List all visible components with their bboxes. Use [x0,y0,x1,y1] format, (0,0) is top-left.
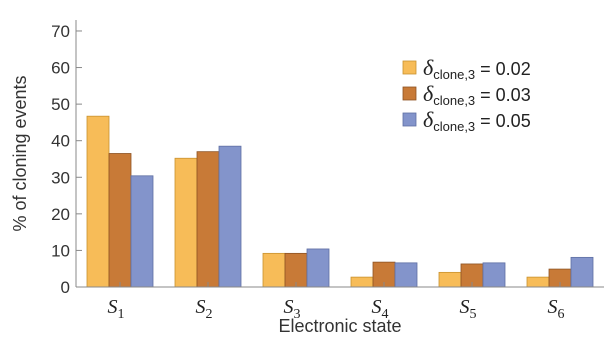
y-tick-label: 60 [51,59,70,78]
y-axis-title: % of cloning events [10,75,30,231]
bar-s5-series-1 [438,271,462,288]
bar-s1-series-1 [86,115,110,288]
legend-label-1: δclone,3 = 0.02 [423,55,531,82]
legend-label-2: δclone,3 = 0.03 [423,81,531,108]
x-tick-label: S6 [548,296,565,322]
x-tick-label: S3 [284,296,301,322]
y-tick-label: 10 [51,241,70,260]
bar-s1-series-3 [130,175,154,288]
bar-s2-series-1 [174,157,198,288]
legend-swatch-1 [402,60,417,75]
y-axis: 0 10 20 30 40 50 60 70 [51,20,82,297]
y-tick-label: 20 [51,205,70,224]
bar-s2-series-2 [196,151,220,288]
bar-s3-series-1 [262,252,286,288]
x-tick-label: S2 [196,296,213,322]
bar-s6-series-3 [570,256,594,288]
bar-s1-series-2 [108,153,132,288]
legend-swatch-2 [402,86,417,101]
x-axis: S1 S2 S3 S4 S5 S6 [76,282,604,322]
bar-s6-series-1 [526,276,550,288]
x-tick-label: S1 [108,296,125,322]
x-axis-title: Electronic state [278,316,401,336]
bar-s3-series-2 [284,252,308,288]
x-tick-label: S4 [372,296,389,322]
y-tick-label: 40 [51,132,70,151]
y-tick-label: 70 [51,22,70,41]
y-tick-label: 30 [51,168,70,187]
bar-s4-series-3 [394,262,418,288]
legend-label-3: δclone,3 = 0.05 [423,107,531,134]
bar-s2-series-3 [218,145,242,288]
bars-group [86,115,594,288]
y-tick-label: 0 [61,278,70,297]
legend-swatch-3 [402,112,417,127]
bar-s5-series-3 [482,262,506,288]
bar-s4-series-1 [350,276,374,288]
bar-s3-series-3 [306,248,330,288]
y-tick-label: 50 [51,95,70,114]
x-tick-label: S5 [460,296,477,322]
